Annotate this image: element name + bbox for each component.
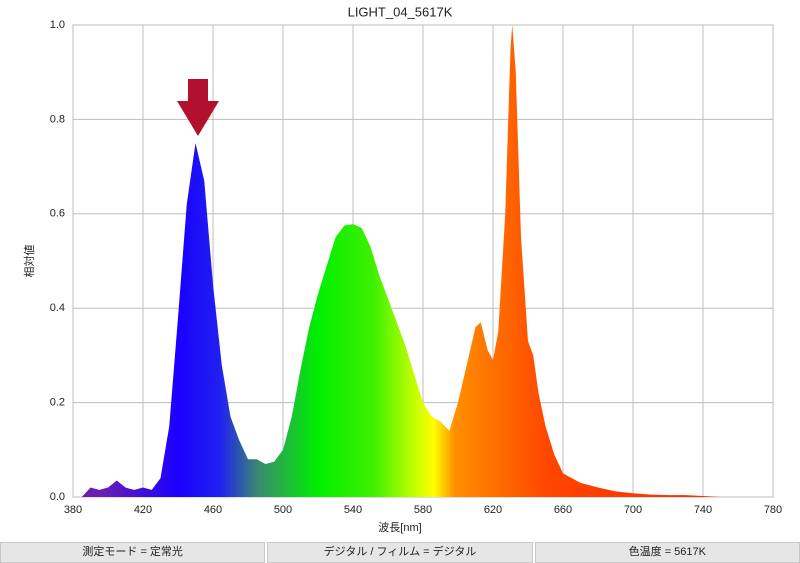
spectrum-area [81, 25, 721, 497]
x-tick-label: 620 [484, 504, 502, 516]
y-tick-label: 0.4 [50, 302, 65, 314]
footer: 測定モード = 定常光 デジタル / フィルム = デジタル 色温度 = 561… [0, 542, 800, 563]
chart-title: LIGHT_04_5617K [348, 4, 453, 19]
x-axis-label: 波長[nm] [378, 521, 421, 534]
x-tick-label: 500 [274, 504, 292, 516]
x-tick-label: 740 [694, 504, 712, 516]
peak-arrow [177, 79, 219, 136]
y-tick-label: 0.6 [50, 208, 65, 220]
chart: LIGHT_04_5617K 波長[nm] 相対値 0.0 0.2 0.4 0.6 0.… [22, 4, 782, 534]
footer-cell: 測定モード = 定常光 [0, 542, 266, 563]
x-tick-label: 380 [64, 504, 82, 516]
y-tick-label: 0.0 [50, 491, 65, 503]
y-tick-label: 0.8 [50, 113, 65, 125]
y-axis-label: 相対値 [22, 245, 36, 278]
footer-cell: 色温度 = 5617K [534, 542, 800, 563]
x-tick-label: 780 [764, 504, 782, 516]
footer-cell: デジタル / フィルム = デジタル [267, 542, 533, 563]
x-tick-label: 660 [554, 504, 572, 516]
x-tick-label: 420 [134, 504, 152, 516]
x-tick-label: 540 [344, 504, 362, 516]
x-tick-label: 580 [414, 504, 432, 516]
y-tick-label: 0.2 [50, 397, 65, 409]
x-tick-label: 460 [204, 504, 222, 516]
y-tick-label: 1.0 [50, 19, 65, 31]
x-tick-label: 700 [624, 504, 642, 516]
